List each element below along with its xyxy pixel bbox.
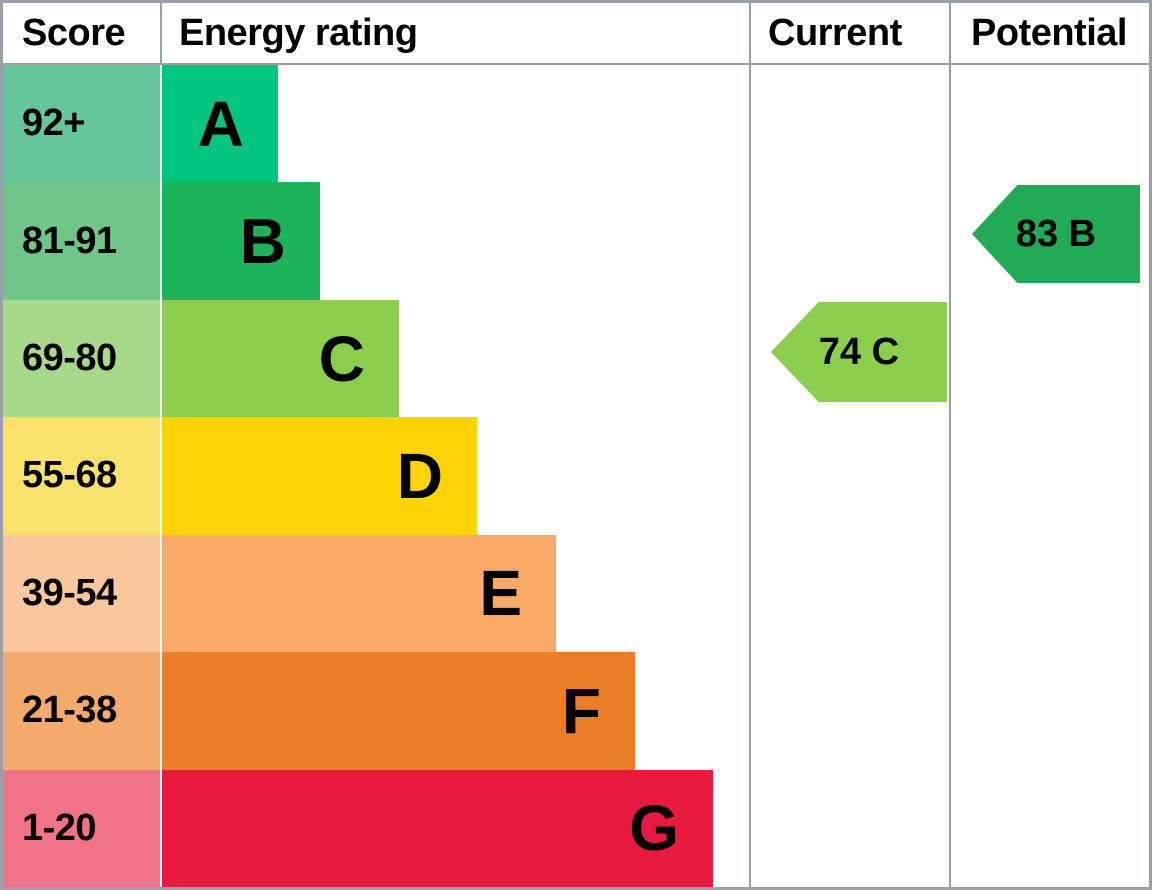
score-cell-c: 69-80 xyxy=(3,299,160,418)
current-column-divider xyxy=(749,3,751,887)
score-range-label: 21-38 xyxy=(22,689,117,732)
rating-bar-d: D xyxy=(162,417,477,535)
band-row-e: 39-54 E xyxy=(3,534,1149,653)
potential-rating-label: 83 B xyxy=(1015,212,1097,255)
score-range-label: 39-54 xyxy=(22,571,117,614)
band-row-g: 1-20 G xyxy=(3,769,1149,887)
score-column-divider xyxy=(160,3,162,63)
band-row-b: 81-91 B xyxy=(3,182,1149,300)
score-cell-e: 39-54 xyxy=(3,534,160,653)
header-bottom-divider xyxy=(3,63,1149,65)
header-energy-rating: Energy rating xyxy=(179,11,418,54)
band-row-f: 21-38 F xyxy=(3,652,1149,770)
header-potential: Potential xyxy=(971,11,1127,54)
header-current: Current xyxy=(768,11,902,54)
score-range-label: 92+ xyxy=(22,102,85,145)
score-cell-g: 1-20 xyxy=(3,769,160,887)
rating-bar-e: E xyxy=(162,534,556,653)
header-score: Score xyxy=(22,11,126,54)
rating-letter-e: E xyxy=(479,557,522,630)
band-row-d: 55-68 D xyxy=(3,417,1149,535)
rating-bar-g: G xyxy=(162,769,713,887)
current-rating-label: 74 C xyxy=(818,330,900,373)
rating-bar-f: F xyxy=(162,652,635,770)
rating-bar-c: C xyxy=(162,299,399,418)
band-row-c: 69-80 C xyxy=(3,299,1149,418)
rating-letter-a: A xyxy=(197,87,244,160)
rating-letter-c: C xyxy=(318,322,365,395)
score-range-label: 55-68 xyxy=(22,454,117,497)
band-row-a: 92+ A xyxy=(3,65,1149,183)
score-range-label: 69-80 xyxy=(22,337,117,380)
rating-bar-b: B xyxy=(162,182,320,300)
score-cell-a: 92+ xyxy=(3,65,160,183)
potential-column-divider xyxy=(949,3,951,887)
score-cell-d: 55-68 xyxy=(3,417,160,535)
rating-letter-d: D xyxy=(396,439,443,512)
rating-bar-a: A xyxy=(162,65,278,183)
score-cell-f: 21-38 xyxy=(3,652,160,770)
rating-letter-f: F xyxy=(561,674,601,747)
band-rows: 92+ A 81-91 B 69-80 C 55-68 xyxy=(3,65,1149,887)
score-range-label: 81-91 xyxy=(22,219,117,262)
score-range-label: 1-20 xyxy=(22,806,97,849)
rating-letter-b: B xyxy=(239,205,286,278)
rating-letter-g: G xyxy=(629,792,679,865)
score-cell-b: 81-91 xyxy=(3,182,160,300)
